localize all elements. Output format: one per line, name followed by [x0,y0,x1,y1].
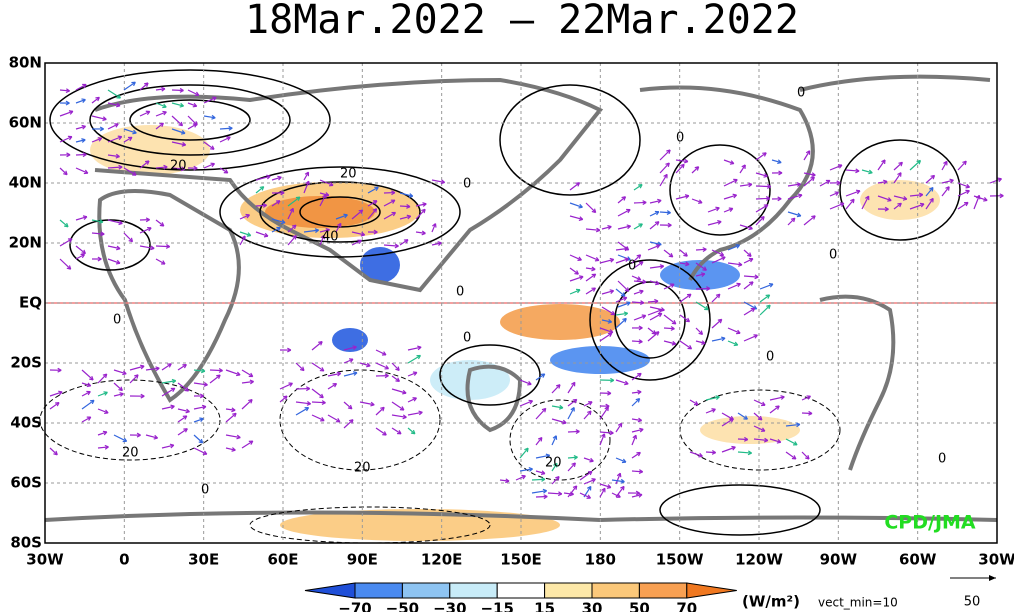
wind-vector [756,186,771,187]
lat-label: 60S [10,474,42,492]
contour-label: 40 [322,230,339,245]
contour-label: 0 [463,177,471,192]
lon-label: 30E [188,551,219,569]
title: 18Mar.2022 – 22Mar.2022 [245,0,799,43]
lon-label: 30W [978,551,1014,569]
colorbar-label: −15 [480,600,513,613]
contour-label: 0 [829,248,837,263]
colorbar-label: −70 [338,600,371,613]
lat-label: EQ [19,294,42,312]
colorbar-segment [497,583,544,598]
lat-label: 80N [9,54,42,72]
lat-label: 20N [9,234,42,252]
lat-label: 40N [9,174,42,192]
contour-label: 20 [354,461,371,476]
vector-scale: 50 [964,595,981,610]
colorbar-segment [355,583,402,598]
credit: CPD/JMA [884,512,976,534]
colorbar-label: −30 [433,600,466,613]
contour-label: 0 [676,131,684,146]
colorbar: −70 −50 −30 −15 15 30 50 70 [305,583,737,612]
lat-label: 60N [9,114,42,132]
contour-label: 0 [463,331,471,346]
lat-label: 20S [10,354,42,372]
contour-label: 0 [766,350,774,365]
colorbar-segment [450,583,497,598]
map-panel: 0 0 20 20 0 40 0 0 0 0 0 0 20 20 20 0 0 … [40,63,1003,543]
contour-label: 0 [628,259,636,274]
lon-label: 60W [899,551,937,569]
contour-label: 0 [938,452,946,467]
units: (W/m²) [742,593,800,611]
lon-label: 30W [26,551,64,569]
colorbar-end [305,583,355,598]
contour-label: 20 [545,456,562,471]
contour-label: 0 [456,285,464,300]
lon-label: 120E [421,551,463,569]
colorbar-label: 50 [629,600,650,613]
reference-arrowhead [989,575,996,581]
contour-label: 20 [170,159,187,174]
colorbar-label: 30 [582,600,603,613]
wind-vector [156,246,170,247]
contour-label: 0 [797,86,805,101]
contour-label: 0 [201,483,209,498]
colorbar-segment [639,583,686,598]
colorbar-segment [545,583,592,598]
contour-label: 20 [122,446,139,461]
lon-label: 150E [500,551,542,569]
lon-label: 180 [585,551,616,569]
contour-label: 20 [340,167,357,182]
colorbar-label: −50 [386,600,419,613]
colorbar-label: 15 [534,600,555,613]
lon-label: 150W [656,551,704,569]
lon-label: 60E [267,551,298,569]
colorbar-label: 70 [676,600,697,613]
colorbar-end [687,583,737,598]
lon-label: 120W [735,551,783,569]
lon-label: 90E [347,551,378,569]
contour-label: 0 [113,313,121,328]
anomaly-patch [700,416,800,444]
vector-note: vect_min=10 [818,596,898,610]
lon-label: 90W [820,551,858,569]
anomaly-patch [500,304,620,340]
lon-label: 0 [119,551,129,569]
lat-label: 40S [10,414,42,432]
lat-label: 80S [10,534,42,552]
colorbar-segment [592,583,639,598]
colorbar-segment [402,583,449,598]
anomaly-patch [860,180,940,220]
